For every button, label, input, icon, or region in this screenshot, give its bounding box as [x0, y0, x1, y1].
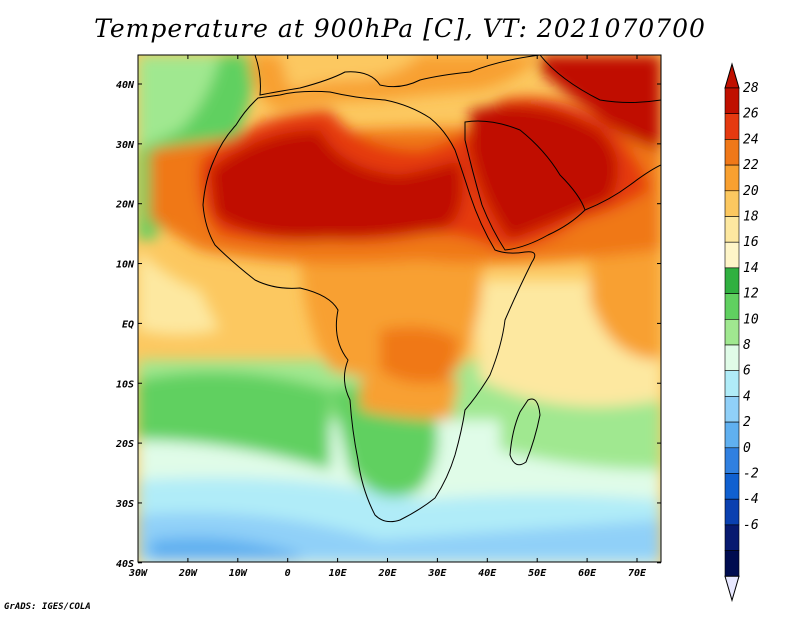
colorbar-label: 18: [743, 210, 759, 225]
lon-label: 0: [285, 568, 291, 579]
colorbar-swatch: [724, 447, 740, 474]
lon-label: 20E: [377, 568, 397, 579]
colorbar-swatch: [724, 216, 740, 243]
colorbar-label: 22: [743, 158, 759, 173]
lon-label: 30E: [427, 568, 447, 579]
colorbar-swatch: [724, 164, 740, 192]
lon-label: 60E: [578, 568, 597, 579]
colorbar-swatch: [724, 473, 740, 500]
lat-label: 10N: [116, 260, 135, 271]
colorbar-label: 20: [743, 184, 759, 199]
colorbar-label: 26: [743, 107, 759, 122]
lon-label: 40E: [478, 568, 497, 579]
lon-label: 50E: [528, 568, 547, 579]
colorbar-label: 28: [743, 81, 759, 96]
lat-label: 10S: [116, 379, 134, 390]
colorbar-label: -4: [743, 492, 759, 507]
colorbar-swatch: [724, 396, 740, 423]
colorbar-label: 6: [743, 364, 751, 379]
colorbar-label: 8: [743, 338, 751, 353]
colorbar-top-arrow: [724, 62, 740, 89]
colorbar-swatch: [724, 293, 740, 320]
lon-label: 10W: [229, 568, 248, 579]
lat-label: 30N: [115, 140, 135, 151]
colorbar-label: 24: [743, 132, 759, 147]
colorbar-label: 10: [743, 312, 759, 327]
colorbar-label: 0: [743, 441, 751, 456]
lat-label: 20N: [115, 200, 135, 211]
grads-credit: GrADS: IGES/COLA: [4, 602, 91, 612]
colorbar-swatch: [724, 498, 740, 526]
colorbar-label: 2: [743, 415, 751, 430]
coastlines: [202, 55, 661, 523]
colorbar-swatch: [724, 344, 740, 372]
lon-label: 70E: [628, 568, 647, 579]
colorbar-swatch: [724, 113, 740, 140]
map-frame: [137, 54, 662, 563]
colorbar-swatch: [724, 370, 740, 397]
colorbar-swatch: [724, 550, 740, 577]
colorbar-swatch: [724, 241, 740, 269]
colorbar-swatch: [724, 190, 740, 217]
colorbar-label: -6: [743, 518, 759, 533]
lat-label: 20S: [115, 439, 134, 450]
lat-label: EQ: [122, 319, 134, 330]
colorbar-bottom-arrow: [724, 575, 740, 603]
colorbar-swatch: [724, 524, 740, 551]
colorbar-label: 4: [743, 389, 751, 404]
lat-label: 30S: [115, 499, 134, 510]
colorbar-swatch: [724, 267, 740, 294]
colorbar-swatch: [724, 87, 740, 115]
colorbar-swatch: [724, 139, 740, 166]
colorbar-label: -2: [743, 467, 759, 482]
lon-label: 20W: [178, 568, 198, 579]
lat-label: 40S: [116, 559, 134, 570]
colorbar-label: 12: [743, 287, 759, 302]
colorbar-label: 16: [743, 235, 759, 250]
colorbar-swatch: [724, 318, 740, 346]
colorbar-label: 14: [743, 261, 759, 276]
lon-label: 10E: [329, 568, 348, 579]
temperature-field: [138, 55, 661, 562]
lon-label: 30W: [128, 568, 148, 579]
lat-label: 40N: [116, 80, 135, 91]
colorbar-swatch: [724, 421, 740, 449]
chart-title: Temperature at 900hPa [C], VT: 202107070…: [94, 14, 706, 43]
